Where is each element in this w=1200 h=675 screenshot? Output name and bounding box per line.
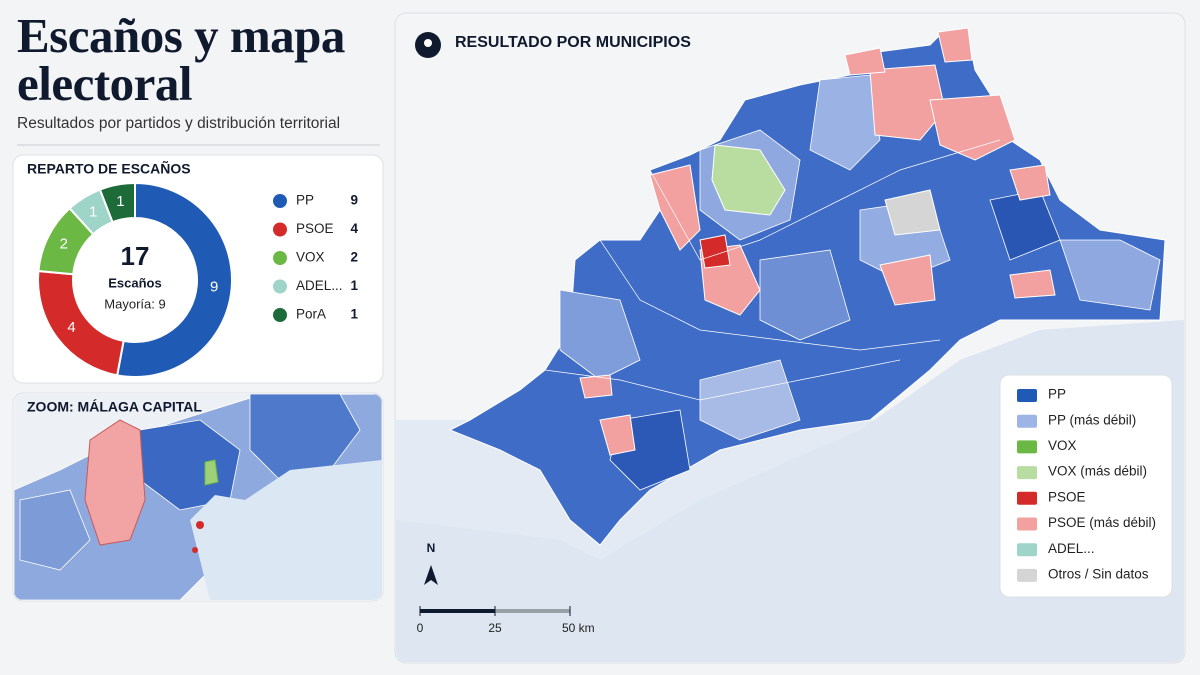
zoom-region [19,489,91,571]
zoom-region [84,419,146,546]
legend-swatch [273,251,287,265]
legend-value: 1 [350,307,358,322]
legend-label: VOX (más débil) [1048,464,1147,479]
municipality [649,164,701,251]
municipality [759,249,851,341]
legend-value: 1 [350,278,358,293]
municipality [1059,239,1161,311]
legend-swatch [1017,491,1037,505]
legend-swatch [273,308,287,322]
municipality [599,414,636,456]
sea [396,320,1184,662]
legend-swatch [1017,543,1037,557]
map-title: RESULTADO POR MUNICIPIOS [455,34,691,51]
zoom-region [204,459,219,486]
center-label: Escaños [108,275,161,290]
legend-value: 2 [350,250,358,265]
legend-label: PP [1048,387,1066,402]
legend-label: Otros / Sin datos [1048,566,1149,581]
donut-slice [116,181,233,378]
municipality [884,189,941,236]
municipality [869,64,946,141]
zoom-sea [190,460,382,600]
legend-label: PSOE [296,221,334,236]
border [599,239,941,351]
municipality [937,27,973,63]
legend-label: PSOE (más débil) [1048,515,1156,530]
scale-label: 25 [488,621,502,635]
municipality [1009,269,1056,299]
center-note: Mayoría: 9 [104,296,165,311]
legend-swatch [1017,389,1037,402]
legend-label: VOX [296,250,325,265]
municipality [1009,164,1051,201]
municipality [879,254,936,306]
legend-label: PP (más débil) [1048,412,1136,427]
legend-label: VOX [1048,438,1077,453]
page-subtitle: Resultados por partidos y distribución t… [17,115,341,132]
legend-label: ADEL... [296,278,343,293]
north-arrow [424,565,438,585]
municipality [809,74,881,171]
legend-swatch [273,279,287,294]
zoom-marker [192,547,198,553]
legend-swatch [273,222,287,237]
center-total: 17 [121,241,150,271]
legend-label: PP [296,193,314,208]
map-legend [999,374,1173,598]
legend-value: 4 [350,221,358,236]
legend-label: ADEL... [1048,541,1095,556]
zoom-map [14,394,382,600]
legend-label: PorA [296,307,326,322]
municipality [929,94,1016,161]
legend-swatch [1017,568,1037,582]
slice-label: 2 [60,236,68,253]
scale-label: 0 [417,621,424,635]
slice-label: 4 [67,319,75,336]
border [544,359,901,401]
chart-title: REPARTO DE ESCAÑOS [27,160,191,177]
legend-label: PSOE [1048,489,1086,504]
legend-swatch [273,194,287,208]
municipality [559,289,641,381]
slice-label: 1 [89,203,97,220]
legend-swatch [1017,466,1037,480]
donut-slice [98,181,136,224]
scale-label: 50 km [562,621,595,635]
municipality [711,144,786,216]
legend-swatch [1017,517,1037,531]
slice-label: 9 [210,278,218,295]
municipality [579,374,613,399]
legend-value: 9 [350,193,358,208]
zoom-title: ZOOM: MÁLAGA CAPITAL [27,399,202,415]
slice-label: 1 [116,193,124,210]
scale-bar [420,609,495,613]
municipality [699,359,801,441]
page-title: Escaños y mapa electoral [17,8,345,111]
north-label: N [427,541,436,555]
legend-swatch [1017,414,1037,428]
border [649,139,1001,261]
legend-swatch [1017,440,1037,454]
municipality [844,47,886,76]
zoom-marker [196,521,204,529]
location-icon [424,39,432,47]
